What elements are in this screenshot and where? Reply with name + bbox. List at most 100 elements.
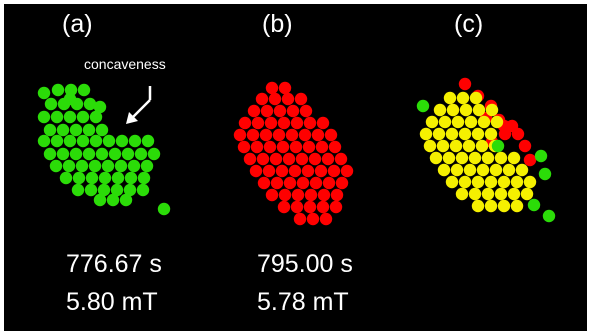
- particle-green: [85, 171, 99, 185]
- particle-green: [59, 171, 73, 185]
- particle-red: [243, 152, 257, 166]
- concaveness-arrow: [126, 86, 152, 124]
- particle-yellow: [494, 187, 508, 201]
- particle-red: [259, 128, 273, 142]
- particle-red: [322, 176, 336, 190]
- panel-label-a: (a): [62, 10, 93, 38]
- particle-red: [306, 212, 320, 226]
- particle-green: [121, 147, 135, 161]
- particle-green: [63, 110, 77, 124]
- particle-yellow: [484, 127, 498, 141]
- particle-red: [309, 176, 323, 190]
- field-b: 5.78 mT: [257, 288, 349, 316]
- particle-red: [237, 140, 251, 154]
- particle-red: [290, 116, 304, 130]
- particle-red: [257, 176, 271, 190]
- particle-green: [124, 171, 138, 185]
- particle-yellow: [476, 163, 490, 177]
- particle-green: [57, 97, 71, 111]
- particle-green: [140, 159, 154, 173]
- particle-yellow: [490, 115, 504, 129]
- particle-yellow: [438, 115, 452, 129]
- particle-green: [44, 97, 58, 111]
- particle-red: [296, 176, 310, 190]
- particle-yellow: [507, 187, 521, 201]
- particle-green: [37, 134, 51, 148]
- particle-yellow: [458, 175, 472, 189]
- particle-green: [88, 159, 102, 173]
- particle-green: [416, 99, 430, 113]
- particle-yellow: [437, 163, 451, 177]
- particle-green: [75, 159, 89, 173]
- particle-red: [270, 176, 284, 190]
- particle-green: [62, 159, 76, 173]
- particle-red: [249, 164, 263, 178]
- particle-green: [102, 134, 116, 148]
- particle-yellow: [471, 175, 485, 189]
- particle-red: [315, 140, 329, 154]
- particle-red: [302, 140, 316, 154]
- particle-red: [334, 152, 348, 166]
- particle-yellow: [477, 115, 491, 129]
- particle-green: [542, 209, 556, 223]
- particle-yellow: [433, 103, 447, 117]
- particle-red: [328, 140, 342, 154]
- concaveness-label: concaveness: [84, 56, 166, 72]
- particle-yellow: [451, 115, 465, 129]
- particle-red: [246, 128, 260, 142]
- particle-red: [329, 200, 343, 214]
- particle-green: [83, 97, 97, 111]
- particle-red: [316, 200, 330, 214]
- particle-green: [69, 123, 83, 137]
- particle-yellow: [458, 127, 472, 141]
- particle-yellow: [502, 163, 516, 177]
- particle-green: [123, 183, 137, 197]
- particle-green: [147, 147, 161, 161]
- particle-green: [43, 123, 57, 137]
- particle-green: [119, 193, 133, 207]
- particle-yellow: [510, 199, 524, 213]
- particle-red: [319, 212, 333, 226]
- particle-green: [534, 149, 548, 163]
- particle-green: [538, 167, 552, 181]
- particle-green: [89, 134, 103, 148]
- particle-green: [64, 83, 78, 97]
- particle-yellow: [485, 103, 499, 117]
- particle-red: [330, 188, 344, 202]
- particle-yellow: [462, 139, 476, 153]
- particle-green: [95, 147, 109, 161]
- particle-yellow: [423, 139, 437, 153]
- particle-red: [282, 152, 296, 166]
- particle-red: [278, 81, 292, 95]
- particle-yellow: [443, 91, 457, 105]
- particle-red: [276, 140, 290, 154]
- particle-red: [285, 128, 299, 142]
- particle-yellow: [455, 151, 469, 165]
- particle-red: [260, 104, 274, 118]
- particle-green: [89, 110, 103, 124]
- particle-yellow: [445, 127, 459, 141]
- particle-green: [491, 139, 505, 153]
- particle-green: [70, 97, 84, 111]
- particle-red: [518, 139, 532, 153]
- particle-yellow: [497, 199, 511, 213]
- particle-green: [108, 147, 122, 161]
- particle-red: [335, 176, 349, 190]
- particle-red: [272, 128, 286, 142]
- particle-green: [134, 147, 148, 161]
- particle-green: [50, 110, 64, 124]
- panel-label-b: (b): [262, 10, 293, 38]
- particle-red: [340, 164, 354, 178]
- particle-red: [281, 92, 295, 106]
- particle-yellow: [481, 151, 495, 165]
- particle-green: [101, 159, 115, 173]
- particle-green: [127, 159, 141, 173]
- particle-green: [56, 123, 70, 137]
- particle-yellow: [515, 163, 529, 177]
- particle-green: [76, 134, 90, 148]
- particle-green: [84, 183, 98, 197]
- time-b: 795.00 s: [257, 250, 353, 278]
- particle-yellow: [523, 175, 537, 189]
- particle-red: [308, 152, 322, 166]
